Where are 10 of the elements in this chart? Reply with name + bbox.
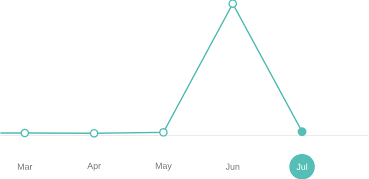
x-tick-label: Apr xyxy=(87,162,101,170)
point xyxy=(90,128,98,138)
x-tick-label: Jun xyxy=(226,163,240,170)
point xyxy=(298,127,306,136)
point xyxy=(159,128,168,136)
x-tick-label: Jul xyxy=(296,163,308,170)
point xyxy=(228,0,238,8)
point xyxy=(20,128,30,138)
x-tick-label: Mar xyxy=(18,163,32,170)
x-tick-label: May xyxy=(156,162,172,170)
